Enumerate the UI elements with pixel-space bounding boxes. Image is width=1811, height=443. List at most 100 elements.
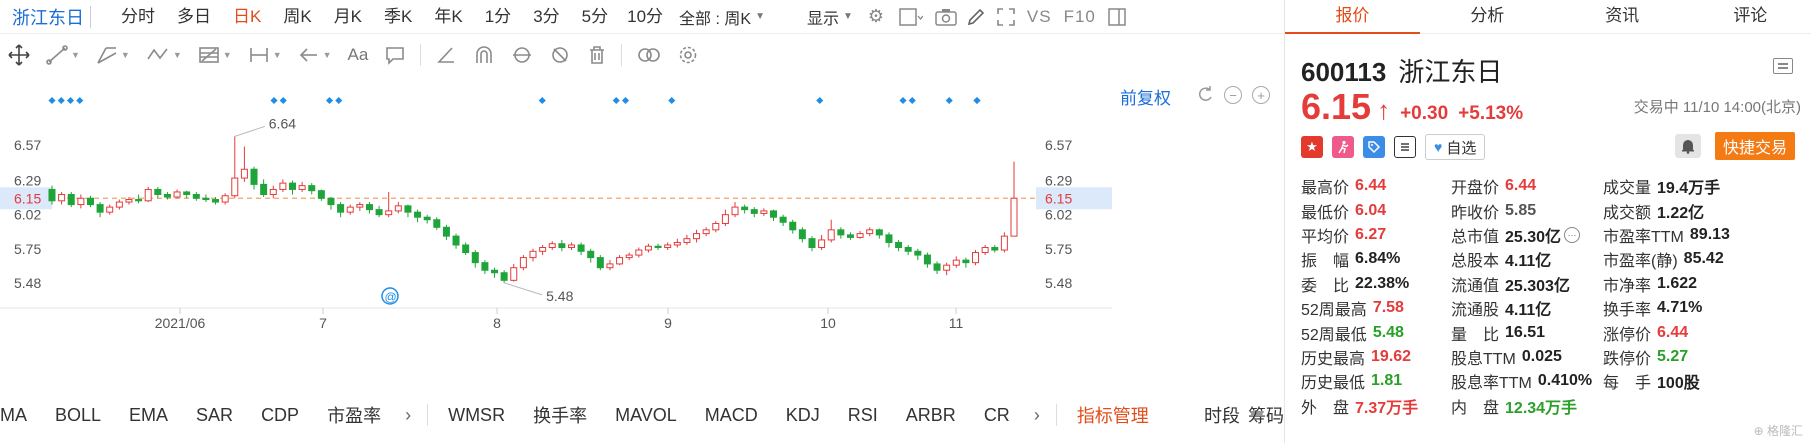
indicator-tab-cr[interactable]: CR xyxy=(970,405,1024,426)
zoom-in-icon[interactable]: + xyxy=(1250,84,1272,106)
tab-news[interactable]: 资讯 xyxy=(1555,0,1690,33)
time-range-button[interactable]: 时段 xyxy=(1204,402,1240,428)
document-icon[interactable] xyxy=(1394,136,1416,158)
period-tab-7[interactable]: 1分 xyxy=(474,0,522,34)
indicator-tab-boll[interactable]: BOLL xyxy=(41,405,115,426)
period-tab-6[interactable]: 年K xyxy=(423,0,473,34)
toggle-icon[interactable] xyxy=(628,38,670,72)
period-tab-10[interactable]: 10分 xyxy=(619,0,671,34)
gear-icon[interactable]: ⚙ xyxy=(861,2,891,32)
camera-icon[interactable] xyxy=(931,2,961,32)
pencil-icon[interactable] xyxy=(961,2,991,32)
trend-line-icon[interactable]: ▼ xyxy=(38,38,88,72)
restore-adjust-toggle[interactable]: 前复权 xyxy=(1120,84,1171,109)
stat-cell: 内 盘 12.34万手 xyxy=(1451,394,1603,418)
period-tab-8[interactable]: 3分 xyxy=(522,0,570,34)
trash-icon[interactable] xyxy=(579,38,615,72)
indicator-tab-ma[interactable]: MA xyxy=(0,405,41,426)
candle-body xyxy=(270,189,276,194)
candle-body xyxy=(443,227,449,236)
kline-chart[interactable]: 6.57 6.57 6.29 6.29 6.02 6.02 5.75 5.75 5.48 5.48… xyxy=(0,76,1284,376)
lock-cycle-icon[interactable] xyxy=(503,38,541,72)
arrow-left-icon[interactable]: ▼ xyxy=(290,38,340,72)
fibonacci-icon[interactable]: ▼ xyxy=(190,38,240,72)
candle-body xyxy=(415,212,421,217)
magnet-icon[interactable] xyxy=(465,38,503,72)
candle-body xyxy=(847,235,853,238)
indicator-tab-macd[interactable]: MACD xyxy=(691,405,772,426)
tab-analysis[interactable]: 分析 xyxy=(1420,0,1555,33)
stat-label: 每 手 xyxy=(1603,369,1651,393)
indicator-tab-rsi[interactable]: RSI xyxy=(834,405,892,426)
tab-quote[interactable]: 报价 xyxy=(1285,0,1420,33)
divider xyxy=(420,44,421,66)
period-tab-3[interactable]: 周K xyxy=(272,0,322,34)
menu-icon[interactable] xyxy=(1773,58,1793,74)
period-tab-1[interactable]: 多日 xyxy=(166,0,222,34)
zoom-out-icon[interactable]: − xyxy=(1222,84,1244,106)
chevron-down-icon: ▼ xyxy=(323,50,332,60)
indicator-tab-cdp[interactable]: CDP xyxy=(247,405,313,426)
wave-line-icon[interactable]: ▼ xyxy=(138,38,190,72)
candle-body xyxy=(819,240,825,248)
chip-distribution-button[interactable]: 筹码 xyxy=(1248,402,1284,428)
candle-body xyxy=(232,178,238,196)
indicator-tab-kdj[interactable]: KDJ xyxy=(772,405,834,426)
indicator-tab-mavol[interactable]: MAVOL xyxy=(601,405,691,426)
runner-icon[interactable] xyxy=(1332,136,1354,158)
channel-line-icon[interactable]: ▼ xyxy=(88,38,138,72)
candle-body xyxy=(905,248,911,252)
candle-body xyxy=(299,186,305,190)
sidebar-toggle-icon[interactable] xyxy=(1102,2,1132,32)
more-icon[interactable]: ··· xyxy=(1564,227,1580,243)
stats-row: 52周最低 5.48 量 比 16.51 涨停价 6.44 xyxy=(1301,320,1805,344)
stock-name-selector[interactable]: 浙江东日 xyxy=(0,0,110,34)
hide-icon[interactable] xyxy=(541,38,579,72)
comment-icon[interactable] xyxy=(376,38,414,72)
stat-label: 流通值 xyxy=(1451,272,1499,296)
indicator-tab-sar[interactable]: SAR xyxy=(182,405,247,426)
stat-cell: 昨收价 5.85 xyxy=(1451,199,1603,223)
chevron-right-icon[interactable]: › xyxy=(1024,405,1050,426)
range-dropdown[interactable]: 全部 : 周K ▼ xyxy=(671,5,773,29)
indicator-tab-turnover[interactable]: 换手率 xyxy=(519,402,601,428)
event-marker-icon xyxy=(280,97,287,104)
text-tool-button[interactable]: Aa xyxy=(340,38,377,72)
indicator-manage-button[interactable]: 指标管理 xyxy=(1063,402,1163,428)
low-annotation: 5.48 xyxy=(546,288,573,304)
tab-comments[interactable]: 评论 xyxy=(1690,0,1811,33)
fullscreen-icon[interactable] xyxy=(991,2,1021,32)
indicator-tab-ema[interactable]: EMA xyxy=(115,405,182,426)
chart-style-icon[interactable] xyxy=(891,2,931,32)
stat-cell: 历史最低 1.81 xyxy=(1301,369,1451,393)
candle-body xyxy=(68,194,74,204)
display-dropdown[interactable]: 显示 ▼ xyxy=(799,5,861,29)
y-tick-label-right: 6.29 xyxy=(1045,173,1072,189)
chevron-right-icon[interactable]: › xyxy=(395,405,421,426)
indicator-tab-pe[interactable]: 市盈率 xyxy=(313,402,395,428)
settings-icon[interactable] xyxy=(670,38,706,72)
move-icon[interactable] xyxy=(0,38,38,72)
candle-body xyxy=(963,260,969,263)
indicator-tab-wmsr[interactable]: WMSR xyxy=(434,405,519,426)
period-tab-2[interactable]: 日K xyxy=(222,0,272,34)
x-tick-label: 8 xyxy=(493,315,501,331)
add-watchlist-button[interactable]: ♥ 自选 xyxy=(1425,134,1485,160)
kline-chart-area[interactable]: 6.57 6.57 6.29 6.29 6.02 6.02 5.75 5.75 5.48 5.48… xyxy=(0,76,1284,376)
period-tab-9[interactable]: 5分 xyxy=(571,0,619,34)
angle-icon[interactable] xyxy=(427,38,465,72)
candle-body xyxy=(751,210,757,214)
period-tab-0[interactable]: 分时 xyxy=(110,0,166,34)
bell-icon[interactable] xyxy=(1675,134,1701,158)
candle-body xyxy=(203,198,209,199)
event-marker-icon xyxy=(58,97,65,104)
indicator-tab-arbr[interactable]: ARBR xyxy=(892,405,970,426)
f10-button[interactable]: F10 xyxy=(1058,7,1102,27)
measure-icon[interactable]: ▼ xyxy=(240,38,290,72)
period-tab-4[interactable]: 月K xyxy=(323,0,373,34)
reset-icon[interactable] xyxy=(1194,84,1216,106)
period-tab-5[interactable]: 季K xyxy=(373,0,423,34)
compare-button[interactable]: VS xyxy=(1021,7,1058,27)
fast-trade-button[interactable]: 快捷交易 xyxy=(1715,132,1795,160)
tag-icon[interactable] xyxy=(1363,136,1385,158)
